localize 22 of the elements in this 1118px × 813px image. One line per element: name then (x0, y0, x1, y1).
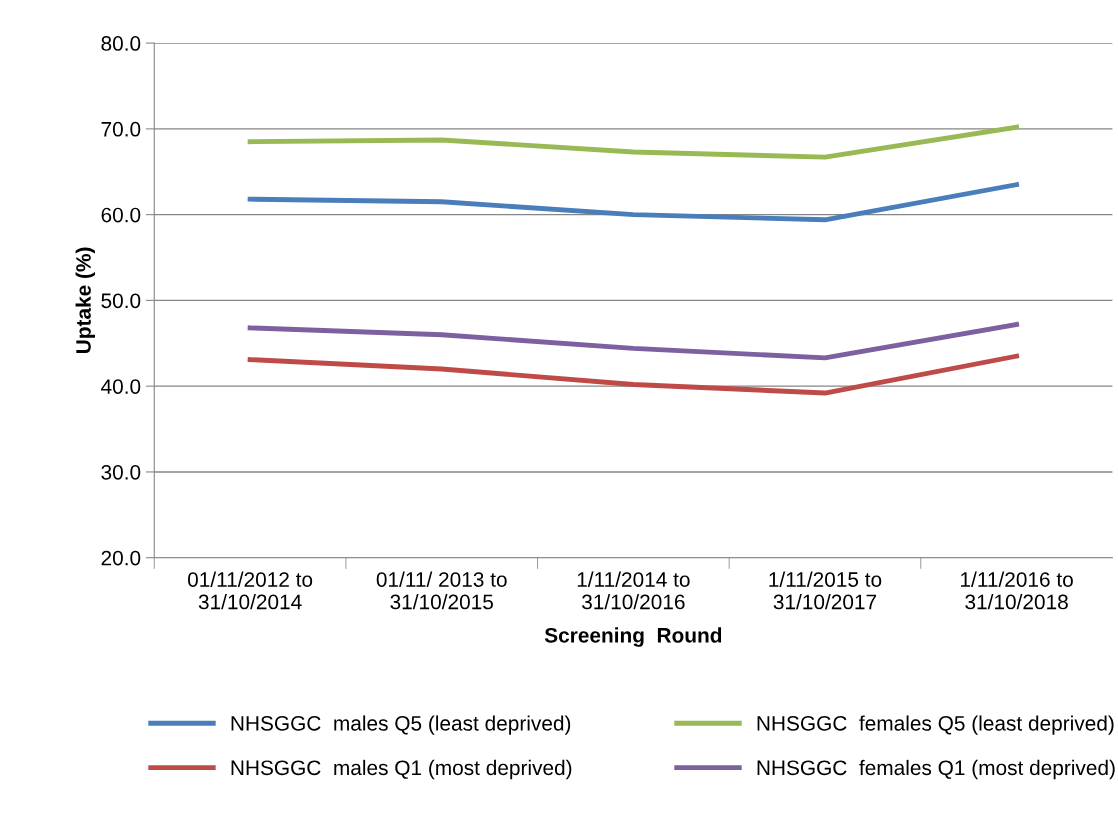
y-tick-label: 30.0 (101, 464, 141, 480)
y-tick-label: 60.0 (101, 207, 141, 223)
y-tick-label: 50.0 (101, 293, 141, 309)
legend-label: NHSGGC males Q1 (most deprived) (231, 759, 572, 780)
x-tick-label: 1/11/2016 to 31/10/2018 (961, 571, 1073, 610)
line-series (247, 321, 1020, 361)
line-series (247, 182, 1020, 223)
y-tick-label: 40.0 (101, 379, 141, 394)
line-series (247, 353, 1020, 396)
y-tick-label: 20.0 (101, 550, 141, 566)
x-tick-label: 01/11/2012 to 31/10/2014 (187, 571, 313, 610)
x-tick-label: 1/11/2014 to 31/10/2016 (577, 571, 690, 610)
x-tick-label: 01/11/ 2013 to 31/10/2015 (376, 571, 507, 610)
y-tick-label: 70.0 (101, 121, 141, 137)
legend-label: NHSGGC males Q5 (least deprived) (231, 715, 571, 735)
legend-label: NHSGGC females Q1 (most deprived) (757, 759, 1115, 780)
line-series (247, 124, 1020, 160)
y-axis-title: Uptake (%) (75, 247, 95, 353)
x-tick-label: 1/11/2015 to 31/10/2017 (769, 571, 882, 610)
y-tick-label: 80.0 (101, 36, 141, 51)
legend-label: NHSGGC females Q5 (least deprived) (757, 715, 1114, 735)
x-axis-title: Screening Round (544, 627, 722, 647)
